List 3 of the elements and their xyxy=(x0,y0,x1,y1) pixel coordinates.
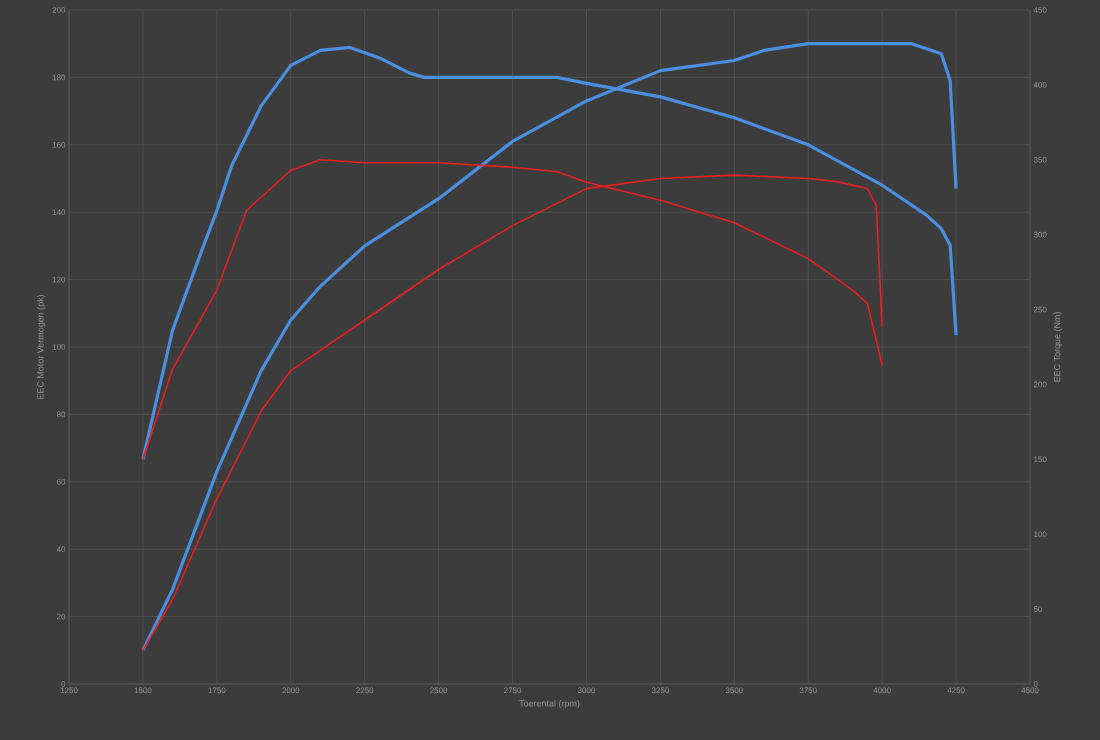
y2-axis-title: EEC Torque (Nm) xyxy=(1053,312,1063,382)
x-axis-title: Toerental (rpm) xyxy=(519,699,580,709)
y-axis-title: EEC Motor Vermogen (pk) xyxy=(36,294,46,399)
